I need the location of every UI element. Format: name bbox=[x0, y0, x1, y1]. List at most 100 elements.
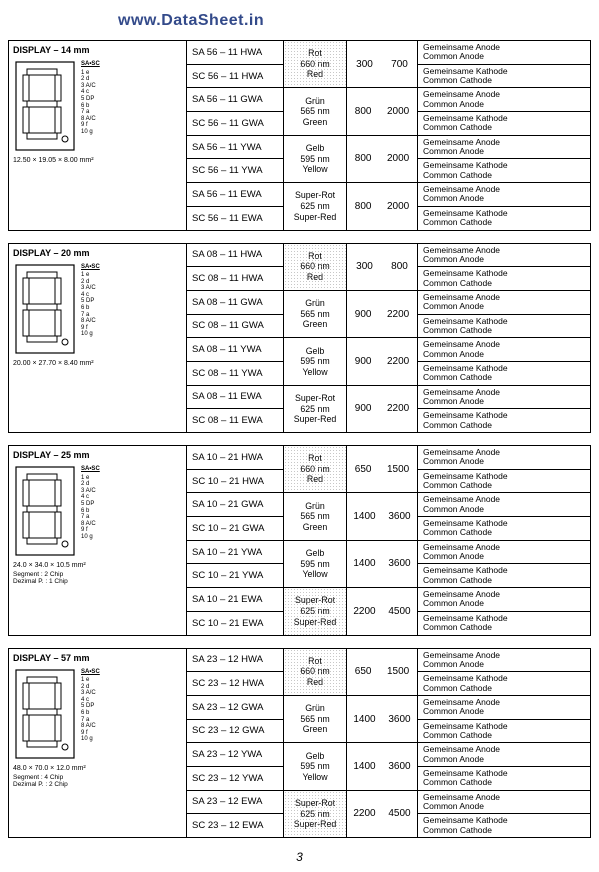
connection-cell: Gemeinsame KathodeCommon Cathode bbox=[418, 112, 590, 136]
part-number: SA 10 – 21 EWA bbox=[187, 588, 283, 612]
section-title: DISPLAY – 14 mm bbox=[13, 45, 182, 55]
part-number: SC 56 – 11 GWA bbox=[187, 112, 283, 136]
segment-note: Segment : 4 Chip Dezimal P. : 2 Chip bbox=[13, 774, 182, 788]
seven-segment-icon bbox=[13, 264, 77, 356]
connection-line: Common Anode bbox=[423, 802, 585, 811]
connection-cell: Gemeinsame AnodeCommon Anode bbox=[418, 446, 590, 470]
lum-value: 800 bbox=[355, 106, 372, 117]
lum-value: 700 bbox=[391, 59, 408, 70]
color-line: 565 nm bbox=[300, 714, 329, 725]
part-number: SA 56 – 11 EWA bbox=[187, 183, 283, 207]
tech-drawing-panel: DISPLAY – 14 mm SA•SC 1 e2 d3 A/C4 c5 DP… bbox=[9, 41, 187, 230]
connection-line: Common Cathode bbox=[423, 76, 585, 85]
connection-cell: Gemeinsame AnodeCommon Anode bbox=[418, 338, 590, 362]
color-line: Super-Red bbox=[294, 212, 337, 223]
connection-line: Common Anode bbox=[423, 505, 585, 514]
spec-table: SA 56 – 11 HWASC 56 – 11 HWARot660 nmRed… bbox=[187, 41, 590, 230]
color-line: Yellow bbox=[302, 569, 327, 580]
connection-cell: Gemeinsame KathodeCommon Cathode bbox=[418, 517, 590, 541]
color-line: Super-Rot bbox=[295, 393, 335, 404]
connection-cell: Gemeinsame KathodeCommon Cathode bbox=[418, 409, 590, 432]
lum-value: 800 bbox=[355, 201, 372, 212]
connection-line: Common Anode bbox=[423, 100, 585, 109]
part-number: SA 08 – 11 GWA bbox=[187, 291, 283, 315]
part-number: SC 23 – 12 YWA bbox=[187, 767, 283, 791]
color-cell: Rot660 nmRed bbox=[284, 244, 347, 291]
connection-line: Common Cathode bbox=[423, 731, 585, 740]
color-cell: Grün565 nmGreen bbox=[284, 88, 347, 135]
part-number: SA 08 – 11 YWA bbox=[187, 338, 283, 362]
segment-note: Segment : 2 Chip Dezimal P. : 1 Chip bbox=[13, 571, 182, 585]
connection-cell: Gemeinsame KathodeCommon Cathode bbox=[418, 267, 590, 291]
table-row: SA 10 – 21 EWASC 10 – 21 EWASuper-Rot625… bbox=[187, 588, 590, 634]
connection-line: Common Anode bbox=[423, 755, 585, 764]
dimension-note: 48.0 × 70.0 × 12.0 mm² bbox=[13, 765, 182, 772]
lum-value: 300 bbox=[356, 59, 373, 70]
color-cell: Gelb595 nmYellow bbox=[284, 743, 347, 790]
color-cell: Super-Rot625 nmSuper-Red bbox=[284, 588, 347, 634]
luminosity-cell: 9002200 bbox=[347, 338, 418, 385]
section: DISPLAY – 57 mm SA•SC 1 e2 d3 A/C4 c5 DP… bbox=[8, 648, 591, 839]
connection-line: Common Anode bbox=[423, 599, 585, 608]
color-line: Rot bbox=[308, 453, 322, 464]
section: DISPLAY – 20 mm SA•SC 1 e2 d3 A/C4 c5 DP… bbox=[8, 243, 591, 434]
lum-value: 2000 bbox=[387, 201, 409, 212]
part-number: SA 08 – 11 EWA bbox=[187, 386, 283, 410]
lum-value: 3600 bbox=[388, 761, 410, 772]
connection-cell: Gemeinsame AnodeCommon Anode bbox=[418, 696, 590, 720]
connection-line: Common Anode bbox=[423, 397, 585, 406]
connection-cell: Gemeinsame AnodeCommon Anode bbox=[418, 791, 590, 815]
part-number: SC 56 – 11 EWA bbox=[187, 207, 283, 230]
color-line: Red bbox=[307, 677, 323, 688]
lum-value: 800 bbox=[391, 261, 408, 272]
luminosity-cell: 8002000 bbox=[347, 136, 418, 183]
color-line: Super-Red bbox=[294, 414, 337, 425]
table-row: SA 56 – 11 GWASC 56 – 11 GWAGrün565 nmGr… bbox=[187, 88, 590, 135]
connection-line: Common Cathode bbox=[423, 576, 585, 585]
part-number: SA 08 – 11 HWA bbox=[187, 244, 283, 268]
connection-cell: Gemeinsame KathodeCommon Cathode bbox=[418, 470, 590, 494]
color-line: Yellow bbox=[302, 772, 327, 783]
color-line: 625 nm bbox=[300, 606, 329, 617]
connection-cell: Gemeinsame AnodeCommon Anode bbox=[418, 386, 590, 410]
color-cell: Gelb595 nmYellow bbox=[284, 338, 347, 385]
connection-line: Common Anode bbox=[423, 707, 585, 716]
connection-line: Common Anode bbox=[423, 350, 585, 359]
color-line: Green bbox=[303, 724, 327, 735]
table-row: SA 08 – 11 GWASC 08 – 11 GWAGrün565 nmGr… bbox=[187, 291, 590, 338]
color-line: Super-Rot bbox=[295, 190, 335, 201]
lum-value: 1500 bbox=[387, 666, 409, 677]
part-number: SC 23 – 12 EWA bbox=[187, 814, 283, 837]
part-number: SC 08 – 11 YWA bbox=[187, 362, 283, 386]
lum-value: 3600 bbox=[388, 558, 410, 569]
part-number: SC 08 – 11 HWA bbox=[187, 267, 283, 291]
lum-value: 1500 bbox=[387, 464, 409, 475]
connection-line: Common Anode bbox=[423, 660, 585, 669]
part-number: SC 23 – 12 HWA bbox=[187, 672, 283, 696]
connection-line: Common Cathode bbox=[423, 326, 585, 335]
lum-value: 4500 bbox=[388, 606, 410, 617]
part-number: SA 10 – 21 GWA bbox=[187, 493, 283, 517]
color-line: 660 nm bbox=[300, 261, 329, 272]
color-line: Red bbox=[307, 272, 323, 283]
lum-value: 2000 bbox=[387, 106, 409, 117]
color-line: 660 nm bbox=[300, 464, 329, 475]
connection-cell: Gemeinsame KathodeCommon Cathode bbox=[418, 612, 590, 635]
pin-legend: SA•SC 1 e2 d3 A/C4 c5 DP6 b7 a8 A/C9 f10… bbox=[81, 264, 100, 356]
lum-value: 900 bbox=[355, 403, 372, 414]
page-number: 3 bbox=[8, 850, 591, 864]
luminosity-cell: 1400 3600 bbox=[347, 541, 418, 588]
connection-cell: Gemeinsame AnodeCommon Anode bbox=[418, 136, 590, 160]
lum-value: 2200 bbox=[353, 606, 375, 617]
connection-line: Common Cathode bbox=[423, 528, 585, 537]
part-number: SC 23 – 12 GWA bbox=[187, 720, 283, 744]
lum-value: 3600 bbox=[388, 511, 410, 522]
tech-drawing-panel: DISPLAY – 20 mm SA•SC 1 e2 d3 A/C4 c5 DP… bbox=[9, 244, 187, 433]
lum-value: 1400 bbox=[353, 558, 375, 569]
part-number: SA 10 – 21 HWA bbox=[187, 446, 283, 470]
color-cell: Grün565 nmGreen bbox=[284, 696, 347, 743]
color-line: 625 nm bbox=[300, 201, 329, 212]
luminosity-cell: 6501500 bbox=[347, 649, 418, 696]
color-line: 565 nm bbox=[300, 511, 329, 522]
connection-cell: Gemeinsame AnodeCommon Anode bbox=[418, 291, 590, 315]
